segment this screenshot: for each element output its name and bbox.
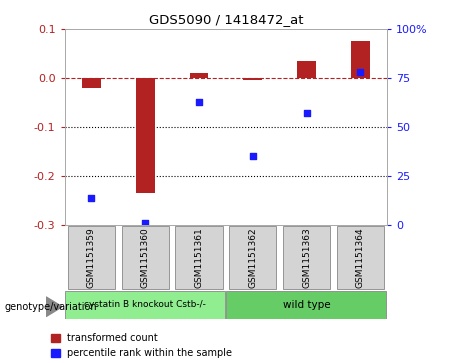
Bar xyxy=(189,73,208,78)
Legend: transformed count, percentile rank within the sample: transformed count, percentile rank withi… xyxy=(51,333,232,358)
Text: wild type: wild type xyxy=(283,300,331,310)
FancyBboxPatch shape xyxy=(337,227,384,289)
Point xyxy=(303,110,310,116)
Polygon shape xyxy=(46,297,62,317)
FancyBboxPatch shape xyxy=(226,291,386,319)
FancyBboxPatch shape xyxy=(229,227,277,289)
FancyBboxPatch shape xyxy=(122,227,169,289)
Text: GSM1151362: GSM1151362 xyxy=(248,227,257,288)
Text: genotype/variation: genotype/variation xyxy=(5,302,97,312)
Text: cystatin B knockout Cstb-/-: cystatin B knockout Cstb-/- xyxy=(84,301,206,309)
Bar xyxy=(243,78,262,81)
FancyBboxPatch shape xyxy=(68,227,115,289)
Point xyxy=(88,195,95,200)
Text: GSM1151361: GSM1151361 xyxy=(195,227,203,288)
Text: GSM1151363: GSM1151363 xyxy=(302,227,311,288)
FancyBboxPatch shape xyxy=(283,227,330,289)
Bar xyxy=(297,61,316,78)
Bar xyxy=(351,41,370,78)
Point xyxy=(357,69,364,75)
Text: GSM1151364: GSM1151364 xyxy=(356,227,365,288)
Bar xyxy=(136,78,154,193)
Title: GDS5090 / 1418472_at: GDS5090 / 1418472_at xyxy=(148,13,303,26)
FancyBboxPatch shape xyxy=(175,227,223,289)
Text: GSM1151359: GSM1151359 xyxy=(87,227,96,288)
Point xyxy=(142,220,149,226)
FancyBboxPatch shape xyxy=(65,291,225,319)
Text: GSM1151360: GSM1151360 xyxy=(141,227,150,288)
Point xyxy=(249,154,256,159)
Point xyxy=(195,99,203,105)
Bar xyxy=(82,78,101,88)
